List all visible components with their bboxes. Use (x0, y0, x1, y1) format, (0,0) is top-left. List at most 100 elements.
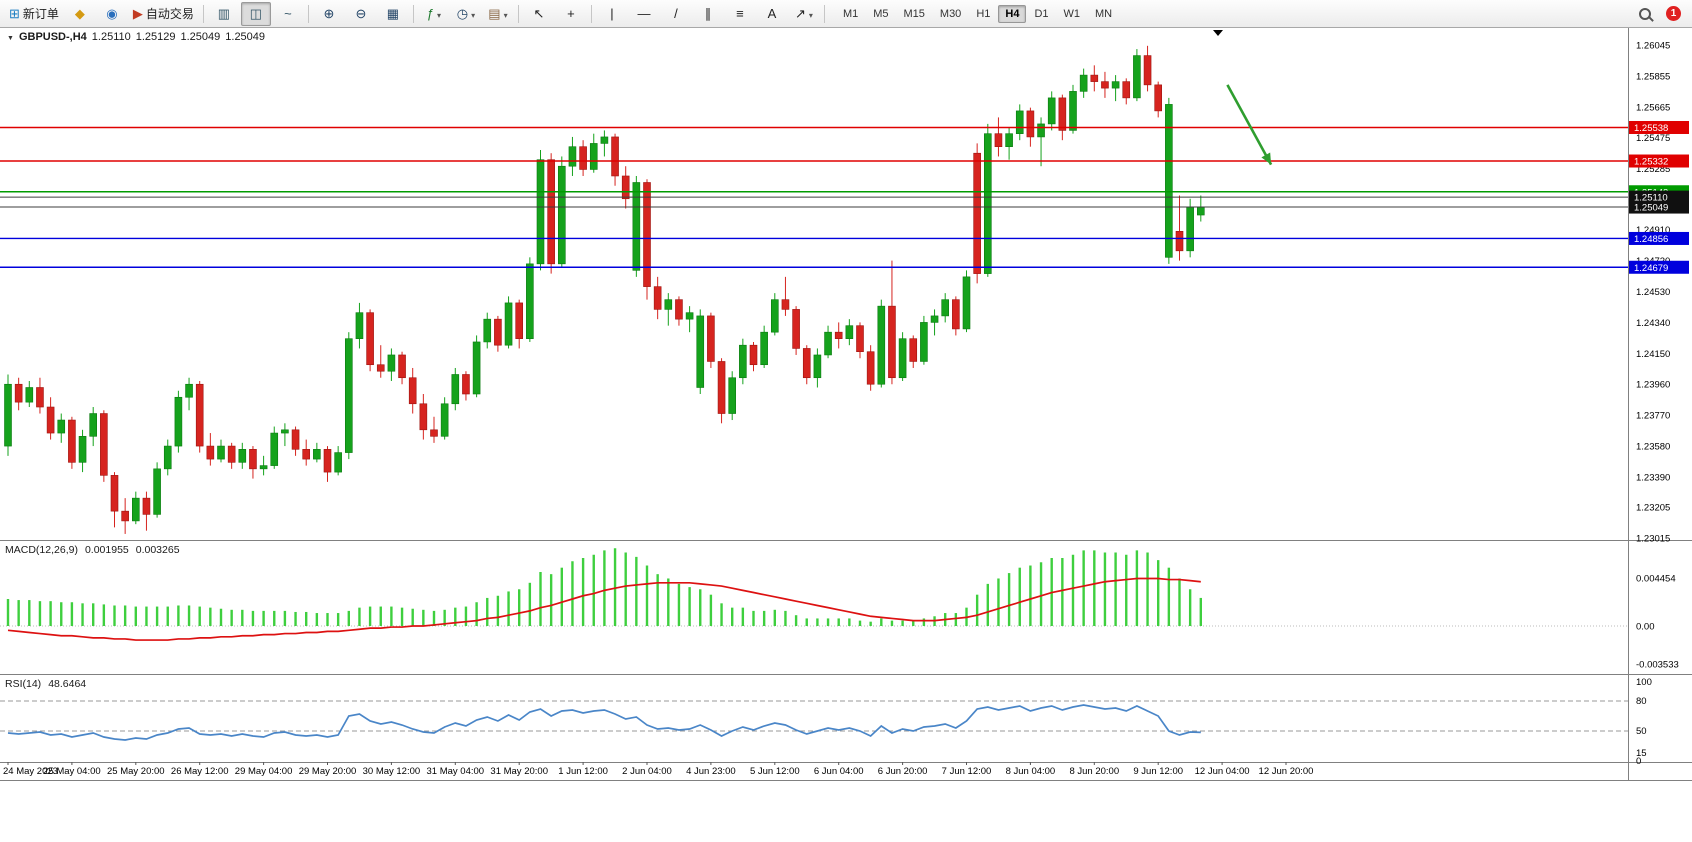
autotrade-button[interactable]: ▶ 自动交易 (129, 2, 198, 26)
text-icon: A (767, 6, 777, 21)
candle (1122, 81, 1131, 99)
zoom-in-button[interactable]: ⊕ (314, 2, 344, 26)
candle (1037, 123, 1045, 138)
candle (1186, 206, 1194, 252)
tile-windows-button[interactable]: ▦ (378, 2, 408, 26)
fibonacci-button[interactable]: ≡ (725, 2, 755, 26)
time-axis-label: 1 Jun 12:00 (558, 766, 608, 777)
candle (568, 146, 577, 167)
timeframe-m5[interactable]: M5 (873, 7, 889, 20)
candle (291, 429, 300, 450)
candle (25, 387, 34, 403)
macd-value-main: 0.001955 (84, 544, 129, 556)
line-chart-button[interactable]: ~ (273, 2, 303, 26)
templates-button[interactable]: ▤ (483, 2, 513, 26)
candle (749, 344, 758, 366)
candle (270, 432, 279, 466)
candle (557, 165, 566, 265)
candle (57, 419, 66, 434)
channel-icon: ∥ (704, 6, 712, 21)
price-tag (1629, 260, 1689, 274)
candlestick-chart-button[interactable]: ◫ (240, 1, 271, 26)
search-button[interactable] (1630, 2, 1660, 26)
timeframe-m30[interactable]: M30 (939, 7, 962, 20)
candle (983, 133, 992, 274)
candle (440, 403, 449, 437)
market-watch-button[interactable]: ◆ (65, 2, 95, 26)
time-axis-label: 24 May 2023 (3, 766, 58, 777)
candle (1133, 55, 1141, 99)
timeframe-m15[interactable]: M15 (903, 7, 925, 20)
time-axis-label: 2 Jun 04:00 (622, 766, 672, 777)
timeframe-mn[interactable]: MN (1095, 7, 1113, 20)
candle (249, 449, 257, 470)
crosshair-button[interactable]: + (556, 2, 586, 26)
candle (941, 299, 950, 317)
indicators-button[interactable]: ƒ (419, 2, 449, 26)
candle (68, 419, 76, 463)
timeframe-h4[interactable]: H4 (998, 4, 1027, 23)
timeframe-d1[interactable]: D1 (1034, 7, 1049, 20)
candle (142, 497, 151, 515)
notification-badge[interactable]: 1 (1666, 6, 1681, 21)
trend-arrow-annotation[interactable] (1226, 84, 1273, 166)
cursor-icon: ↖ (533, 6, 545, 21)
timeframe-m1[interactable]: M1 (842, 7, 859, 20)
candle (227, 445, 236, 463)
candle (802, 348, 811, 379)
candle (834, 331, 843, 339)
candle (589, 143, 598, 170)
dropdown-caret-icon (437, 5, 441, 23)
periods-button[interactable]: ◷ (451, 2, 481, 26)
candle (185, 383, 193, 398)
fibonacci-icon: ≡ (736, 6, 744, 21)
time-axis-label: 30 May 12:00 (363, 766, 421, 777)
ohlc-open: 1.25110 (91, 31, 131, 43)
candle (302, 449, 311, 460)
rsi-axis-label: 50 (1636, 726, 1647, 737)
timeframe-toolbar: M1 M5 M15 M30 H1 H4 D1 W1 MN (836, 4, 1119, 23)
bar-chart-button[interactable]: ▥ (209, 2, 239, 26)
candle (78, 436, 87, 463)
candle (323, 449, 332, 473)
candle (46, 406, 55, 434)
candle (281, 429, 289, 434)
chart-menu-caret-icon[interactable] (7, 31, 14, 43)
cursor-button[interactable]: ↖ (524, 2, 554, 26)
candle (398, 354, 406, 379)
timeframe-w1[interactable]: W1 (1063, 7, 1081, 20)
main-toolbar: ⊞新订单 ◆ ◉ ▶自动交易 ▥ ◫ ~ ⊕ ⊖ ▦ ƒ ◷ ▤ ↖ + | ― / ∥ ≡ A ↗ M1 M5 M15 M30 H… (0, 0, 1692, 28)
equidistant-channel-button[interactable]: ∥ (693, 2, 723, 26)
candle (675, 299, 683, 320)
macd-histogram (6, 548, 1203, 626)
candle (643, 182, 651, 287)
candle (313, 449, 321, 460)
chart-ohlc: 1.25110 1.25129 1.25049 1.25049 (92, 31, 270, 43)
candle (547, 159, 555, 265)
trendline-button[interactable]: / (661, 2, 691, 26)
candle (952, 299, 960, 330)
candle (1047, 97, 1056, 125)
arrow-objects-button[interactable]: ↗ (789, 2, 819, 26)
candle (664, 299, 673, 310)
dropdown-caret-icon (504, 5, 508, 23)
search-icon (1639, 7, 1651, 20)
tile-icon: ▦ (386, 6, 400, 21)
candle (1058, 97, 1067, 131)
timeframe-h1[interactable]: H1 (976, 7, 991, 20)
vertical-line-button[interactable]: | (597, 2, 627, 26)
candle (1101, 81, 1109, 89)
ohlc-low: 1.25049 (180, 31, 221, 43)
rsi-axis-label: 100 (1636, 677, 1652, 688)
candle (1069, 91, 1077, 131)
navigator-button[interactable]: ◉ (97, 2, 127, 26)
candle (387, 354, 396, 372)
candle (153, 468, 161, 515)
period-icon: ◷ (456, 6, 469, 21)
zoom-out-button[interactable]: ⊖ (346, 2, 376, 26)
new-order-button[interactable]: ⊞ 新订单 (5, 2, 63, 26)
horizontal-line-button[interactable]: ― (629, 2, 659, 26)
text-button[interactable]: A (757, 2, 787, 26)
candle (685, 312, 694, 320)
